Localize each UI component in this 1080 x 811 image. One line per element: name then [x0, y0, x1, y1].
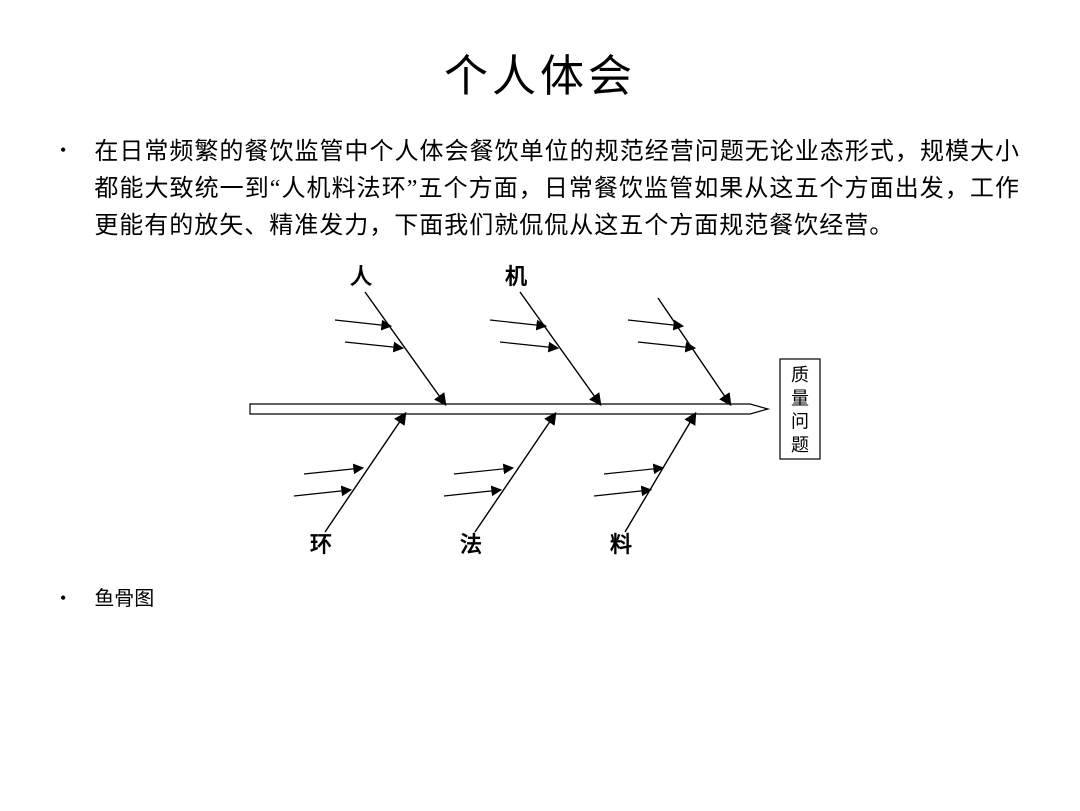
- fishbone-bone-label: 人: [350, 264, 372, 289]
- page-title: 个人体会: [60, 40, 1020, 104]
- fishbone-sub-arrow: [294, 490, 350, 496]
- caption-bullet: • 鱼骨图: [60, 582, 1020, 611]
- slide-container: 个人体会 • 在日常频繁的餐饮监管中个人体会餐饮单位的规范经营问题无论业态形式，…: [0, 0, 1080, 811]
- diagram-caption: 鱼骨图: [94, 582, 154, 611]
- fishbone-sub-arrow: [638, 342, 694, 348]
- body-bullet: • 在日常频繁的餐饮监管中个人体会餐饮单位的规范经营问题无论业态形式，规模大小都…: [60, 134, 1020, 246]
- fishbone-bone-label: 法: [460, 532, 482, 557]
- fishbone-main-bone: [475, 414, 555, 532]
- fishbone-diagram: 质量问题 人 机环 法 料: [220, 264, 860, 564]
- fishbone-sub-arrow: [335, 320, 390, 326]
- fishbone-spine: [250, 404, 768, 414]
- fishbone-main-bone: [625, 414, 695, 532]
- fishbone-head-char: 题: [791, 434, 809, 454]
- fishbone-head-char: 量: [791, 388, 809, 408]
- fishbone-sub-arrow: [500, 342, 557, 348]
- bullet-marker-icon: •: [60, 588, 66, 609]
- fishbone-main-bone: [325, 414, 405, 532]
- fishbone-main-bone: [520, 292, 600, 404]
- body-paragraph: 在日常频繁的餐饮监管中个人体会餐饮单位的规范经营问题无论业态形式，规模大小都能大…: [94, 134, 1020, 246]
- fishbone-bone-label: 料: [610, 532, 632, 557]
- fishbone-diagram-wrap: 质量问题 人 机环 法 料: [60, 264, 1020, 564]
- fishbone-head-char: 质: [791, 365, 809, 385]
- fishbone-sub-arrow: [454, 468, 512, 474]
- bullet-marker-icon: •: [60, 140, 66, 161]
- fishbone-sub-arrow: [490, 320, 545, 326]
- fishbone-sub-arrow: [604, 468, 662, 474]
- fishbone-main-bone: [658, 298, 730, 404]
- fishbone-bone-label: 机: [505, 264, 527, 289]
- fishbone-sub-arrow: [304, 468, 362, 474]
- fishbone-main-bone: [365, 292, 445, 404]
- fishbone-bone-label: 环: [310, 532, 332, 557]
- fishbone-sub-arrow: [594, 490, 650, 496]
- fishbone-head-char: 问: [791, 411, 809, 431]
- fishbone-sub-arrow: [345, 342, 402, 348]
- fishbone-sub-arrow: [444, 490, 500, 496]
